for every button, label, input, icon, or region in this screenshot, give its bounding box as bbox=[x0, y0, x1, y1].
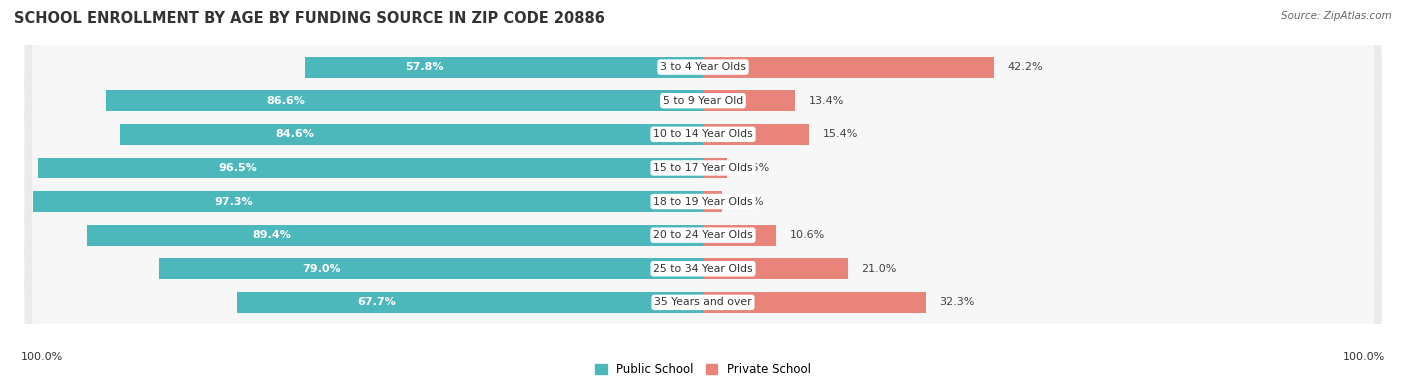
FancyBboxPatch shape bbox=[24, 204, 1382, 266]
Text: SCHOOL ENROLLMENT BY AGE BY FUNDING SOURCE IN ZIP CODE 20886: SCHOOL ENROLLMENT BY AGE BY FUNDING SOUR… bbox=[14, 11, 605, 26]
Text: 67.7%: 67.7% bbox=[357, 297, 396, 307]
Text: 42.2%: 42.2% bbox=[1008, 62, 1043, 72]
Text: 86.6%: 86.6% bbox=[266, 96, 305, 106]
FancyBboxPatch shape bbox=[24, 271, 1382, 334]
FancyBboxPatch shape bbox=[32, 209, 1374, 262]
FancyBboxPatch shape bbox=[24, 36, 1382, 98]
Bar bbox=[703, 90, 796, 111]
Text: 21.0%: 21.0% bbox=[862, 264, 897, 274]
Text: 57.8%: 57.8% bbox=[405, 62, 443, 72]
Bar bbox=[703, 191, 721, 212]
Text: 97.3%: 97.3% bbox=[215, 196, 253, 207]
Legend: Public School, Private School: Public School, Private School bbox=[592, 360, 814, 377]
Text: Source: ZipAtlas.com: Source: ZipAtlas.com bbox=[1281, 11, 1392, 21]
Bar bbox=[236, 292, 703, 313]
Bar bbox=[87, 225, 703, 245]
Text: 13.4%: 13.4% bbox=[808, 96, 845, 106]
Text: 15 to 17 Year Olds: 15 to 17 Year Olds bbox=[654, 163, 752, 173]
Bar bbox=[305, 57, 703, 78]
Text: 20 to 24 Year Olds: 20 to 24 Year Olds bbox=[654, 230, 752, 240]
Text: 18 to 19 Year Olds: 18 to 19 Year Olds bbox=[654, 196, 752, 207]
Text: 89.4%: 89.4% bbox=[253, 230, 291, 240]
FancyBboxPatch shape bbox=[24, 238, 1382, 300]
Text: 5 to 9 Year Old: 5 to 9 Year Old bbox=[662, 96, 744, 106]
FancyBboxPatch shape bbox=[32, 108, 1374, 161]
FancyBboxPatch shape bbox=[32, 175, 1374, 228]
Text: 84.6%: 84.6% bbox=[276, 129, 315, 139]
FancyBboxPatch shape bbox=[24, 137, 1382, 199]
FancyBboxPatch shape bbox=[24, 70, 1382, 132]
Text: 2.7%: 2.7% bbox=[735, 196, 763, 207]
Bar bbox=[703, 124, 808, 145]
Bar bbox=[703, 57, 994, 78]
Text: 79.0%: 79.0% bbox=[302, 264, 342, 274]
Text: 10.6%: 10.6% bbox=[790, 230, 825, 240]
Bar bbox=[32, 191, 703, 212]
Bar bbox=[703, 258, 848, 279]
FancyBboxPatch shape bbox=[32, 242, 1374, 295]
Bar bbox=[38, 158, 703, 178]
Text: 100.0%: 100.0% bbox=[1343, 352, 1385, 362]
Bar bbox=[120, 124, 703, 145]
Text: 32.3%: 32.3% bbox=[939, 297, 974, 307]
Text: 35 Years and over: 35 Years and over bbox=[654, 297, 752, 307]
FancyBboxPatch shape bbox=[32, 141, 1374, 194]
Bar bbox=[703, 225, 776, 245]
Text: 100.0%: 100.0% bbox=[21, 352, 63, 362]
FancyBboxPatch shape bbox=[32, 74, 1374, 127]
FancyBboxPatch shape bbox=[32, 276, 1374, 329]
Bar bbox=[107, 90, 703, 111]
Bar bbox=[703, 158, 727, 178]
Text: 25 to 34 Year Olds: 25 to 34 Year Olds bbox=[654, 264, 752, 274]
Bar bbox=[159, 258, 703, 279]
Text: 3.5%: 3.5% bbox=[741, 163, 769, 173]
Bar bbox=[703, 292, 925, 313]
FancyBboxPatch shape bbox=[32, 41, 1374, 93]
Text: 15.4%: 15.4% bbox=[823, 129, 858, 139]
Text: 3 to 4 Year Olds: 3 to 4 Year Olds bbox=[659, 62, 747, 72]
Text: 96.5%: 96.5% bbox=[218, 163, 257, 173]
Text: 10 to 14 Year Olds: 10 to 14 Year Olds bbox=[654, 129, 752, 139]
FancyBboxPatch shape bbox=[24, 103, 1382, 166]
FancyBboxPatch shape bbox=[24, 170, 1382, 233]
